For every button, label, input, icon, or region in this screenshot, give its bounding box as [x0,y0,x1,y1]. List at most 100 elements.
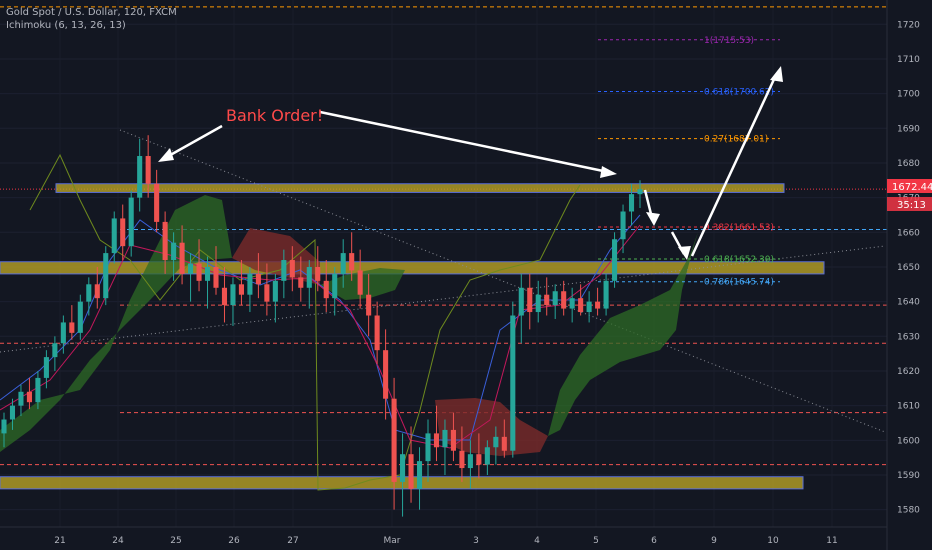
arrow-pullback-head-icon [678,246,691,260]
candle-body [171,242,177,261]
candle-body [459,450,465,469]
candle-body [561,291,567,309]
x-tick-label: 11 [826,536,837,546]
candle-body [204,266,211,281]
candle-body [162,221,168,261]
price-badge-value: 1672.44 [892,182,932,193]
candle-body [578,298,584,313]
y-tick-label: 1700 [897,90,920,100]
y-tick-label: 1620 [897,367,920,377]
candle-body [374,315,380,351]
y-tick-label: 1600 [897,436,920,446]
candle-body [544,294,550,306]
candle-body [230,284,236,306]
candle-body [467,454,473,469]
y-tick-label: 1630 [897,332,920,342]
x-tick-label: 26 [228,536,240,546]
candle-body [493,436,499,448]
candle-body [94,284,100,299]
y-tick-label: 1720 [897,20,920,30]
candle-body [120,218,126,247]
candle-body [612,239,618,281]
candle-body [18,391,24,406]
arrow-left-line [164,124,223,160]
candle-body [620,211,626,240]
y-tick-label: 1650 [897,263,920,273]
cloud-bearish-right [435,398,548,456]
candle-body [552,291,558,306]
x-tick-label: 25 [170,536,181,546]
candle-body [128,197,134,247]
candle-body [391,398,397,482]
candle-body [179,242,185,274]
candle-body [357,270,363,295]
time-axis[interactable]: 21 24 25 26 27 Mar 3 4 5 6 9 10 11 [0,526,887,546]
candle-body [586,301,592,313]
candle-body [52,343,58,358]
chart-legend: Gold Spot / U.S. Dollar, 120, FXCM Ichim… [6,6,177,32]
y-tick-label: 1580 [897,506,920,516]
candle-body [518,287,524,316]
fib-label: 0.27(1687.01) [704,135,768,145]
candle-body [1,419,7,434]
arrow-up-head-icon [770,66,783,82]
y-tick-label: 1640 [897,298,920,308]
candle-body [340,253,346,274]
symbol-title[interactable]: Gold Spot / U.S. Dollar, 120, FXCM [6,7,177,18]
candle-body [103,253,109,299]
x-tick-label: 3 [473,536,479,546]
candle-body [69,322,75,333]
tenkan-sen [0,214,641,441]
candle-body [637,189,643,195]
candle-body [400,454,406,482]
candlesticks [1,135,643,517]
x-tick-label: 4 [534,536,540,546]
candle-body [603,280,609,309]
candle-body [60,322,66,344]
candle-body [35,377,41,403]
indicator-title[interactable]: Ichimoku (6, 13, 26, 13) [6,20,126,31]
y-tick-label: 1590 [897,471,920,481]
candle-body [484,447,490,465]
candle-body [476,454,482,465]
candle-body [213,266,219,288]
fibonacci-levels[interactable]: 1(1715.53) 0.618(1700.62) 0.27(1687.01) 0.3… [598,36,780,288]
x-tick-label: 9 [711,536,717,546]
ascending-trendline[interactable] [0,245,886,353]
candle-body [281,260,287,281]
x-tick-label: 21 [54,536,65,546]
candle-body [77,301,83,333]
candle-body [26,391,32,403]
candle-body [595,301,601,309]
bank-order-note: Bank Order! [226,106,323,125]
ichimoku-cloud [0,195,698,456]
arrow-right-head-icon [600,166,617,178]
y-tick-label: 1690 [897,124,920,134]
y-tick-label: 1660 [897,228,920,238]
candle-body [510,315,516,451]
candle-body [9,405,16,420]
candle-body [272,280,278,302]
candle-body [332,273,338,299]
price-axis[interactable]: 1580159016001610162016301640165016601670… [886,0,920,550]
x-tick-label: 10 [767,536,779,546]
candle-body [111,218,117,254]
candle-body [264,284,270,302]
y-tick-label: 1610 [897,402,920,412]
candle-body [450,429,456,451]
x-tick-label: 6 [651,536,657,546]
candle-body [527,287,533,313]
fib-label: 1(1715.53) [704,36,754,46]
x-tick-label: 27 [287,536,298,546]
price-badge-countdown: 35:13 [897,200,926,211]
zone-box[interactable] [0,261,825,275]
arrow-right-line [319,110,609,174]
candle-body [86,284,92,302]
kijun-sen [0,224,641,449]
candle-body [137,156,143,198]
chikou-span [29,153,581,491]
candle-body [501,436,507,451]
zone-box[interactable] [55,183,785,193]
candle-body [43,357,49,378]
